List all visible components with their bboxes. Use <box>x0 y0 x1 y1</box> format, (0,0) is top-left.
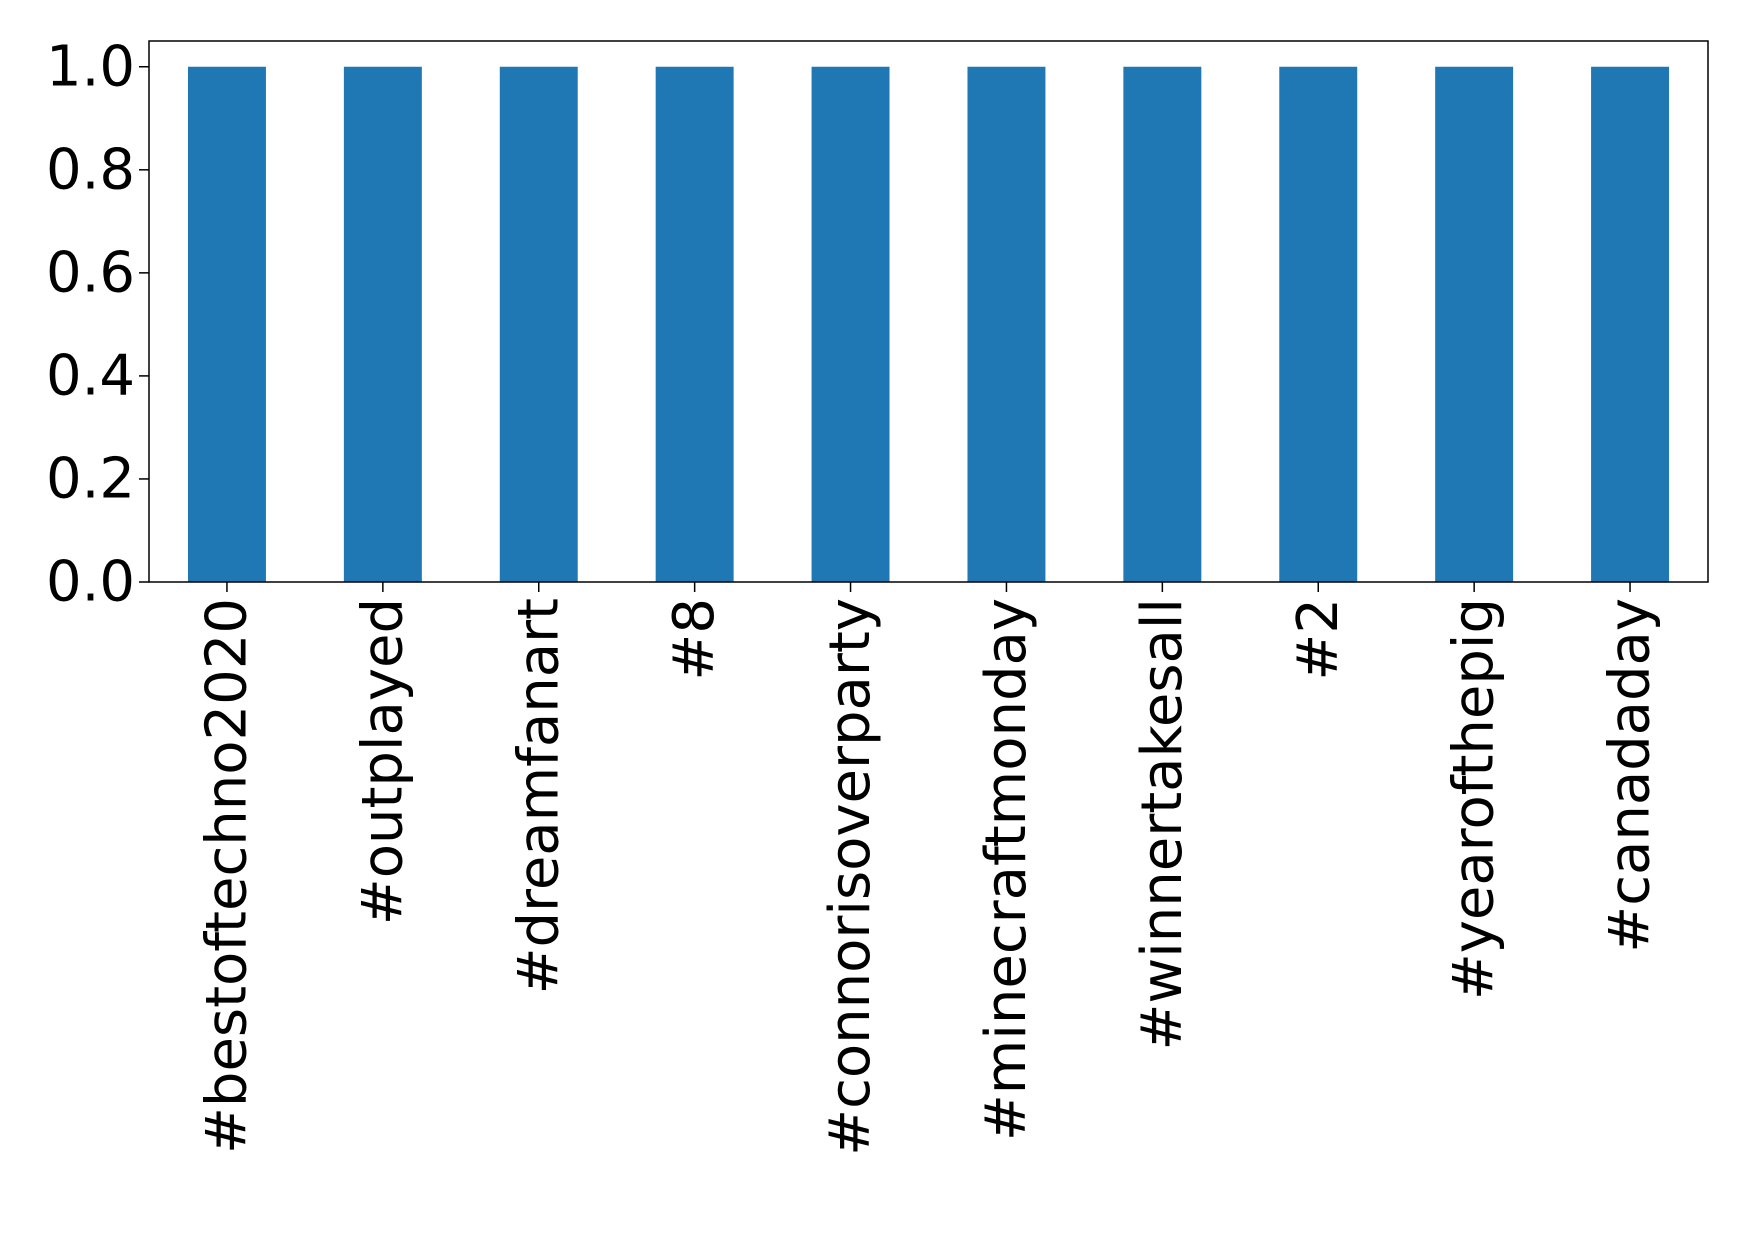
bar <box>1591 66 1670 582</box>
bar <box>187 66 266 582</box>
y-tick-label: 0.4 <box>46 343 135 408</box>
x-tick-label: #minecraftmonday <box>974 598 1039 1141</box>
y-tick-label: 1.0 <box>46 34 135 99</box>
bar <box>811 66 890 582</box>
y-tick-label: 0.2 <box>46 446 135 511</box>
y-tick-label: 0.8 <box>46 137 135 202</box>
bar <box>499 66 578 582</box>
x-tick-label: #outplayed <box>350 598 415 925</box>
x-tick-label: #canadaday <box>1598 598 1663 953</box>
x-tick-label: #2 <box>1286 598 1351 681</box>
bar <box>1123 66 1202 582</box>
x-tick-label: #dreamfanart <box>506 598 571 994</box>
x-tick-label: #bestoftechno2020 <box>194 598 259 1154</box>
bar <box>967 66 1046 582</box>
bar <box>655 66 734 582</box>
plot-frame <box>148 40 1709 583</box>
bar <box>343 66 422 582</box>
y-tick-label: 0.0 <box>46 550 135 615</box>
x-tick-label: #connorisoverparty <box>818 598 883 1156</box>
y-tick-label: 0.6 <box>46 240 135 305</box>
x-tick-label: #8 <box>662 598 727 681</box>
x-tick-label: #yearofthepig <box>1442 598 1507 1000</box>
bar <box>1279 66 1358 582</box>
x-tick-label: #winnertakesall <box>1130 598 1195 1051</box>
bar <box>1435 66 1514 582</box>
